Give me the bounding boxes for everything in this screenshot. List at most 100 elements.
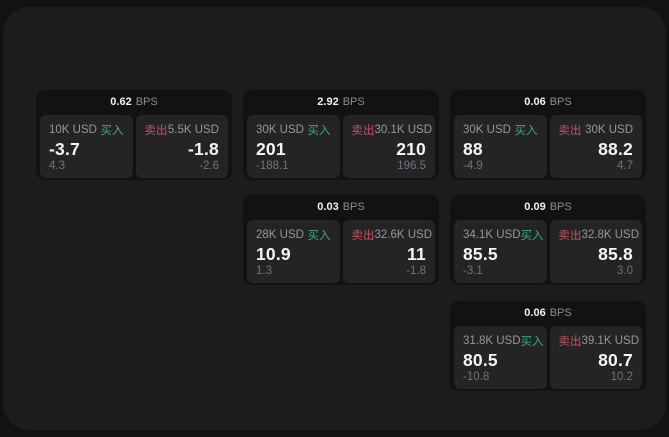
buy-price: 85.5	[463, 243, 498, 264]
quote-panels: 30K USD 买入 88 -4.9 卖出 30K USD 88.2 4.7	[450, 113, 646, 182]
buy-price: 201	[256, 138, 286, 159]
quote-card: 0.62 BPS 10K USD 买入 -3.7 4.3 卖出 5.5K USD…	[36, 90, 232, 180]
quote-card: 0.03 BPS 28K USD 买入 10.9 1.3 卖出 32.6K US…	[243, 195, 439, 285]
buy-change: -4.9	[463, 159, 483, 172]
card-header: 2.92 BPS	[243, 90, 439, 113]
sell-change: -2.6	[199, 159, 219, 172]
buy-quote-panel[interactable]: 28K USD 买入 10.9 1.3	[247, 220, 340, 283]
buy-change: -188.1	[256, 159, 289, 172]
sell-price: 80.7	[598, 349, 633, 370]
sell-price: 11	[407, 243, 426, 264]
sell-amount: 30.1K USD	[374, 124, 433, 136]
sell-price: 210	[396, 138, 426, 159]
sell-quote-panel[interactable]: 卖出 39.1K USD 80.7 10.2	[549, 326, 642, 389]
card-header: 0.62 BPS	[36, 90, 232, 113]
card-header: 0.06 BPS	[450, 90, 646, 113]
quote-panels: 34.1K USD 买入 85.5 -3.1 卖出 32.8K USD 85.8…	[450, 218, 646, 287]
sell-label: 卖出	[558, 230, 582, 242]
quote-card: 0.06 BPS 30K USD 买入 88 -4.9 卖出 30K USD 8…	[450, 90, 646, 180]
buy-label: 买入	[520, 336, 544, 348]
buy-panel-header: 30K USD 买入	[256, 122, 331, 138]
sell-amount: 39.1K USD	[581, 335, 640, 347]
sell-quote-panel[interactable]: 卖出 5.5K USD -1.8 -2.6	[135, 115, 228, 178]
bps-unit: BPS	[549, 307, 572, 319]
buy-change: 4.3	[49, 159, 65, 172]
bps-unit: BPS	[342, 201, 365, 213]
sell-price: 88.2	[598, 138, 633, 159]
buy-label: 买入	[100, 125, 124, 137]
bps-value: 0.03	[317, 201, 339, 213]
sell-label: 卖出	[558, 125, 582, 137]
buy-panel-header: 10K USD 买入	[49, 122, 124, 138]
sell-change: 196.5	[397, 159, 426, 172]
sell-label: 卖出	[351, 125, 375, 137]
buy-amount: 30K USD	[463, 124, 511, 136]
sell-quote-panel[interactable]: 卖出 30K USD 88.2 4.7	[549, 115, 642, 178]
buy-price: -3.7	[49, 138, 80, 159]
sell-panel-header: 卖出 30K USD	[559, 122, 634, 138]
sell-amount: 5.5K USD	[167, 124, 219, 136]
sell-amount: 32.8K USD	[581, 229, 640, 241]
buy-price: 10.9	[256, 243, 291, 264]
sell-panel-header: 卖出 5.5K USD	[145, 122, 220, 138]
sell-label: 卖出	[558, 336, 582, 348]
quote-card: 0.06 BPS 31.8K USD 买入 80.5 -10.8 卖出 39.1…	[450, 301, 646, 391]
buy-quote-panel[interactable]: 34.1K USD 买入 85.5 -3.1	[454, 220, 547, 283]
buy-label: 买入	[514, 125, 538, 137]
sell-panel-header: 卖出 30.1K USD	[351, 122, 433, 138]
buy-quote-panel[interactable]: 30K USD 买入 88 -4.9	[454, 115, 547, 178]
bps-unit: BPS	[342, 96, 365, 108]
buy-quote-panel[interactable]: 10K USD 买入 -3.7 4.3	[40, 115, 133, 178]
sell-amount: 30K USD	[585, 124, 633, 136]
buy-amount: 28K USD	[256, 229, 304, 241]
buy-label: 买入	[307, 125, 331, 137]
sell-change: 3.0	[617, 264, 633, 277]
bps-value: 0.06	[524, 96, 546, 108]
sell-panel-header: 卖出 39.1K USD	[558, 333, 640, 349]
buy-label: 买入	[520, 230, 544, 242]
buy-price: 80.5	[463, 349, 498, 370]
buy-price: 88	[463, 138, 483, 159]
sell-price: -1.8	[188, 138, 219, 159]
card-header: 0.09 BPS	[450, 195, 646, 218]
sell-label: 卖出	[144, 125, 168, 137]
buy-panel-header: 31.8K USD 买入	[463, 333, 544, 349]
card-header: 0.06 BPS	[450, 301, 646, 324]
buy-panel-header: 30K USD 买入	[463, 122, 538, 138]
card-header: 0.03 BPS	[243, 195, 439, 218]
buy-amount: 34.1K USD	[463, 229, 521, 241]
sell-change: 4.7	[617, 159, 633, 172]
bps-value: 0.62	[110, 96, 132, 108]
sell-change: -1.8	[406, 264, 426, 277]
sell-quote-panel[interactable]: 卖出 32.8K USD 85.8 3.0	[549, 220, 642, 283]
bps-value: 2.92	[317, 96, 339, 108]
sell-quote-panel[interactable]: 卖出 32.6K USD 11 -1.8	[342, 220, 435, 283]
quote-panels: 10K USD 买入 -3.7 4.3 卖出 5.5K USD -1.8 -2.…	[36, 113, 232, 182]
sell-quote-panel[interactable]: 卖出 30.1K USD 210 196.5	[342, 115, 435, 178]
buy-amount: 30K USD	[256, 124, 304, 136]
buy-label: 买入	[307, 230, 331, 242]
buy-panel-header: 34.1K USD 买入	[463, 227, 544, 243]
sell-panel-header: 卖出 32.8K USD	[558, 227, 640, 243]
buy-panel-header: 28K USD 买入	[256, 227, 331, 243]
quote-panels: 28K USD 买入 10.9 1.3 卖出 32.6K USD 11 -1.8	[243, 218, 439, 287]
sell-panel-header: 卖出 32.6K USD	[351, 227, 433, 243]
quote-card: 0.09 BPS 34.1K USD 买入 85.5 -3.1 卖出 32.8K…	[450, 195, 646, 285]
sell-amount: 32.6K USD	[374, 229, 433, 241]
buy-change: -3.1	[463, 264, 483, 277]
quote-card: 2.92 BPS 30K USD 买入 201 -188.1 卖出 30.1K …	[243, 90, 439, 180]
sell-price: 85.8	[598, 243, 633, 264]
quote-panels: 30K USD 买入 201 -188.1 卖出 30.1K USD 210 1…	[243, 113, 439, 182]
app-surface: 0.62 BPS 10K USD 买入 -3.7 4.3 卖出 5.5K USD…	[3, 7, 666, 430]
sell-label: 卖出	[351, 230, 375, 242]
buy-amount: 31.8K USD	[463, 335, 521, 347]
buy-quote-panel[interactable]: 31.8K USD 买入 80.5 -10.8	[454, 326, 547, 389]
bps-unit: BPS	[135, 96, 158, 108]
buy-quote-panel[interactable]: 30K USD 买入 201 -188.1	[247, 115, 340, 178]
quote-panels: 31.8K USD 买入 80.5 -10.8 卖出 39.1K USD 80.…	[450, 324, 646, 393]
sell-change: 10.2	[610, 370, 633, 383]
bps-unit: BPS	[549, 201, 572, 213]
bps-value: 0.09	[524, 201, 546, 213]
bps-unit: BPS	[549, 96, 572, 108]
buy-change: -10.8	[463, 370, 490, 383]
